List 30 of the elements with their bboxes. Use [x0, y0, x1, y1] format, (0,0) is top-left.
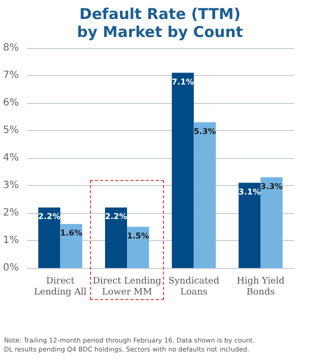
data-label: 7.1%: [172, 77, 194, 86]
x-tick-label: Direct Lending Lower MM: [92, 276, 162, 298]
bar: [60, 224, 82, 268]
data-label: 2.2%: [38, 212, 60, 221]
data-label: 3.3%: [260, 182, 283, 191]
y-tick-label: 0%: [2, 262, 19, 274]
y-tick-label: 5%: [2, 125, 19, 136]
x-tick-label: High Yield Bonds: [236, 276, 285, 298]
x-tick-label: Syndicated Loans: [168, 276, 220, 298]
y-tick-label: 4%: [2, 152, 19, 164]
bar: [238, 182, 261, 268]
y-tick-label: 6%: [2, 98, 19, 108]
data-label: 3.1%: [238, 187, 261, 196]
y-tick-label: 2%: [2, 208, 19, 218]
bar: [38, 208, 60, 268]
bar: [105, 208, 128, 268]
data-label: 1.5%: [126, 231, 150, 240]
chart-title: Default Rate (TTM) by Market by Count: [77, 5, 243, 41]
data-label: 5.3%: [194, 126, 216, 136]
bar: [194, 122, 216, 268]
bar: [172, 72, 194, 268]
y-tick-label: 1%: [2, 235, 19, 246]
bar: [127, 226, 150, 268]
y-tick-label: 3%: [2, 180, 19, 191]
y-tick-label: 7%: [2, 70, 19, 81]
y-tick-label: 8%: [2, 42, 19, 54]
data-label: 1.6%: [60, 228, 82, 238]
x-tick-label: Direct Lending All: [34, 276, 87, 298]
data-label: 2.2%: [104, 212, 128, 221]
bar: [260, 177, 283, 268]
